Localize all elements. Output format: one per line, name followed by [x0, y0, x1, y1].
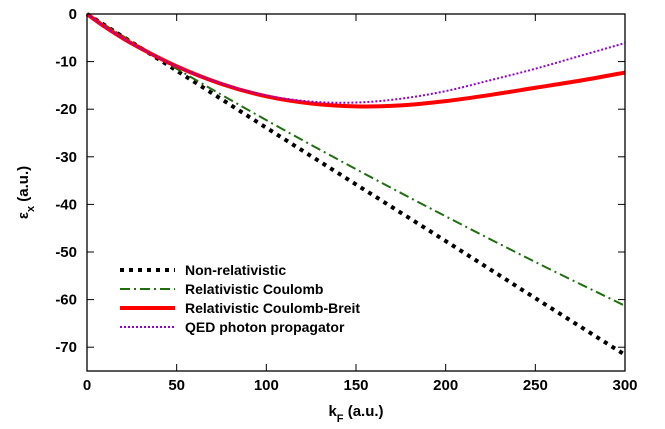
plot-frame — [86, 13, 626, 372]
axis-ticks: 0 50 100 150 200 250 300 0 -10 -20 -30 -40 -50 -60 -70 — [55, 6, 637, 394]
x-tick-label: 300 — [612, 377, 637, 394]
y-tick-label: -60 — [55, 292, 77, 309]
legend-label-3: Relativistic Coulomb-Breit — [185, 300, 360, 316]
x-axis-label: kF (a.u.) — [328, 403, 383, 425]
x-tick-label: 50 — [168, 377, 185, 394]
y-tick-label: -40 — [55, 196, 77, 213]
x-tick-label: 0 — [83, 377, 91, 394]
x-tick-label: 150 — [343, 377, 368, 394]
y-tick-label: -50 — [55, 244, 77, 261]
y-tick-label: -70 — [55, 339, 77, 356]
y-tick-label: -10 — [55, 54, 77, 71]
legend: Non-relativistic Relativistic Coulomb Rela… — [120, 262, 360, 335]
y-axis-label: εx (a.u.) — [15, 166, 37, 219]
series-line-1 — [85, 12, 627, 357]
series-line-2 — [86, 13, 626, 307]
y-axis-label-main: ε — [15, 212, 32, 219]
x-axis-label-sub: F — [337, 413, 344, 425]
x-tick-label: 100 — [254, 377, 279, 394]
legend-label-2: Relativistic Coulomb — [185, 281, 323, 297]
legend-label-4: QED photon propagator — [185, 319, 345, 335]
y-tick-label: -20 — [55, 101, 77, 118]
x-tick-label: 200 — [433, 377, 458, 394]
x-axis-label-main: k — [328, 403, 337, 420]
y-tick-label: 0 — [69, 6, 77, 23]
legend-label-1: Non-relativistic — [185, 262, 286, 278]
series-line-4 — [86, 13, 626, 104]
x-axis-label-units: (a.u.) — [344, 403, 384, 420]
y-tick-label: -30 — [55, 149, 77, 166]
plot-area — [85, 12, 627, 357]
y-axis-label-units: (a.u.) — [15, 166, 32, 206]
y-axis-label-sub: x — [25, 205, 37, 212]
series-line-3 — [85, 12, 626, 109]
x-tick-label: 250 — [523, 377, 548, 394]
